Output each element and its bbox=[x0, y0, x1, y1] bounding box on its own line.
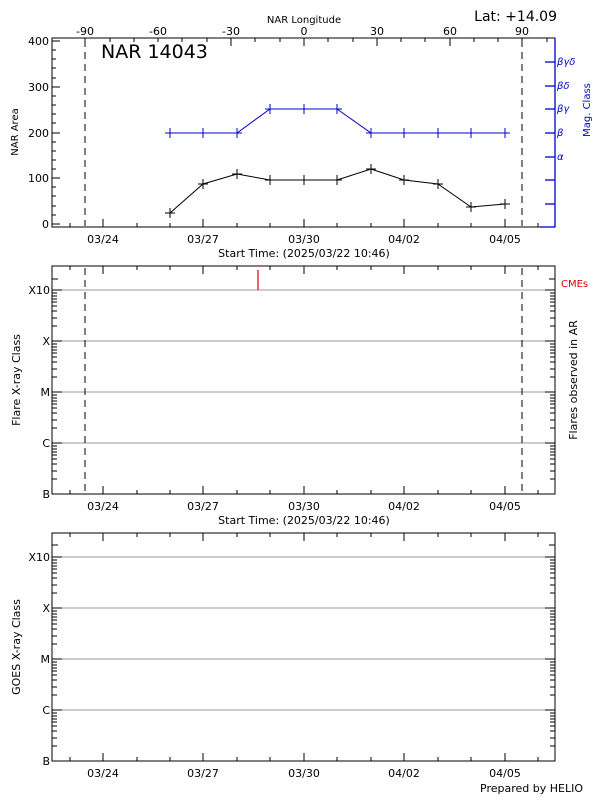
y-tick: 400 bbox=[28, 35, 49, 48]
x-tick: 03/27 bbox=[187, 767, 219, 780]
area-markers bbox=[165, 164, 510, 218]
x-tick: 04/05 bbox=[489, 233, 521, 246]
goes-panel: X10 X M C B GOES X-ray Class 03/24 03/27… bbox=[10, 532, 583, 795]
credit-label: Prepared by HELIO bbox=[480, 782, 583, 795]
lon-tick: 60 bbox=[443, 25, 457, 38]
mag-tick: βγ bbox=[556, 104, 570, 115]
latitude-label: Lat: +14.09 bbox=[474, 9, 557, 25]
mag-class-markers bbox=[165, 104, 510, 138]
y-tick: X bbox=[42, 335, 50, 348]
x-tick: 03/24 bbox=[87, 233, 119, 246]
lon-tick: -90 bbox=[76, 25, 94, 38]
y-tick: C bbox=[42, 437, 50, 450]
x-tick: 03/30 bbox=[288, 767, 320, 780]
x-tick: 04/05 bbox=[489, 500, 521, 513]
mag-tick: βδ bbox=[556, 81, 570, 92]
area-panel: Lat: +14.09 NAR Longitude -90 -60 -30 0 … bbox=[10, 9, 593, 260]
lon-tick: 0 bbox=[301, 25, 308, 38]
lon-tick: -30 bbox=[222, 25, 240, 38]
mag-tick: βγδ bbox=[556, 57, 575, 68]
region-title: NAR 14043 bbox=[101, 41, 208, 63]
y-tick: X10 bbox=[28, 284, 50, 297]
y-tick: C bbox=[42, 704, 50, 717]
x-tick: 03/27 bbox=[187, 233, 219, 246]
area-xlabel: Start Time: (2025/03/22 10:46) bbox=[218, 247, 390, 260]
flare-gridlines bbox=[60, 289, 547, 444]
flares-panel: X10 X M C B Flare X-ray Class Flares obs… bbox=[10, 265, 588, 527]
lon-tick: 90 bbox=[515, 25, 529, 38]
area-ylabel: NAR Area bbox=[10, 108, 21, 155]
lon-tick: -60 bbox=[149, 25, 167, 38]
goes-gridlines bbox=[60, 556, 547, 711]
x-tick: 03/27 bbox=[187, 500, 219, 513]
y-tick: M bbox=[41, 386, 51, 399]
flare-ylabel: Flare X-ray Class bbox=[10, 334, 23, 426]
x-tick: 03/30 bbox=[288, 233, 320, 246]
lon-tick: 30 bbox=[370, 25, 384, 38]
x-tick: 03/30 bbox=[288, 500, 320, 513]
mag-tick: β bbox=[556, 128, 564, 139]
mag-tick: α bbox=[557, 152, 564, 163]
flare-xlabel: Start Time: (2025/03/22 10:46) bbox=[218, 514, 390, 527]
y-tick: 300 bbox=[28, 81, 49, 94]
y-tick: 0 bbox=[42, 218, 49, 231]
x-tick: 04/02 bbox=[388, 233, 420, 246]
x-tick: 03/24 bbox=[87, 500, 119, 513]
y-tick: B bbox=[42, 755, 50, 768]
cme-label: CMEs bbox=[561, 279, 588, 290]
y-tick: X10 bbox=[28, 551, 50, 564]
x-tick: 04/05 bbox=[489, 767, 521, 780]
y-tick: 200 bbox=[28, 127, 49, 140]
longitude-axis-title: NAR Longitude bbox=[267, 15, 341, 26]
mag-class-label: Mag. Class bbox=[582, 83, 593, 137]
flares-observed-label: Flares observed in AR bbox=[567, 320, 580, 440]
x-tick: 04/02 bbox=[388, 500, 420, 513]
y-tick: X bbox=[42, 602, 50, 615]
x-tick: 04/02 bbox=[388, 767, 420, 780]
y-tick: M bbox=[41, 653, 51, 666]
y-tick: B bbox=[42, 488, 50, 501]
goes-ylabel: GOES X-ray Class bbox=[10, 599, 23, 695]
x-tick: 03/24 bbox=[87, 767, 119, 780]
y-tick: 100 bbox=[28, 172, 49, 185]
